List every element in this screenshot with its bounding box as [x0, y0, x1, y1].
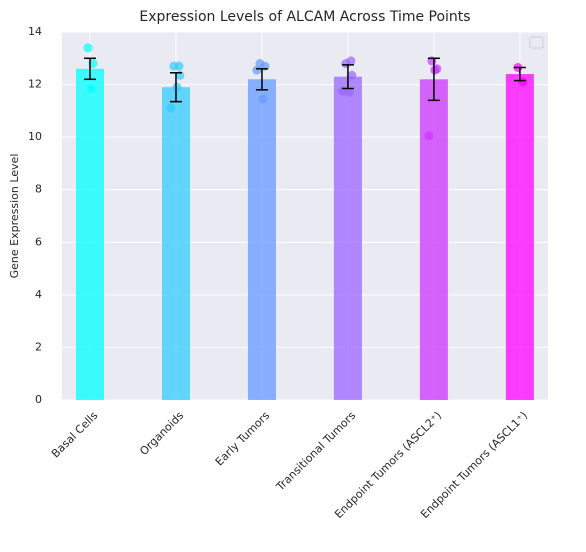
data-point	[86, 84, 96, 94]
legend	[529, 36, 544, 49]
y-tick-label: 6	[35, 235, 42, 248]
data-point	[174, 61, 184, 71]
bar	[419, 79, 448, 401]
data-point	[346, 56, 356, 66]
bar	[161, 87, 190, 400]
y-tick-label: 4	[35, 288, 42, 301]
data-point	[172, 82, 182, 92]
data-point	[347, 70, 357, 80]
data-point	[258, 94, 268, 104]
x-tick-label: Basal Cells	[49, 409, 101, 461]
data-point	[430, 65, 440, 75]
data-point	[424, 131, 434, 141]
y-tick-label: 0	[35, 393, 42, 406]
data-point	[166, 103, 176, 113]
y-tick-label: 2	[35, 340, 42, 353]
y-tick-label: 14	[28, 25, 42, 38]
x-tick-label: Transitional Tumors	[273, 409, 358, 494]
data-point	[252, 65, 262, 75]
bar	[505, 74, 534, 401]
y-axis-label: Gene Expression Level	[8, 154, 21, 279]
data-point	[83, 43, 93, 53]
y-tick-label: 10	[28, 130, 42, 143]
chart-title: Expression Levels of ALCAM Across Time P…	[139, 9, 470, 25]
x-tick-label: Organoids	[137, 409, 186, 458]
bar	[76, 68, 104, 401]
y-tick-label: 12	[28, 78, 42, 91]
y-tick-label: 8	[35, 183, 42, 196]
bar	[333, 76, 362, 400]
plot-area	[62, 32, 548, 400]
bar	[247, 79, 276, 401]
x-tick-label: Early Tumors	[213, 409, 273, 469]
